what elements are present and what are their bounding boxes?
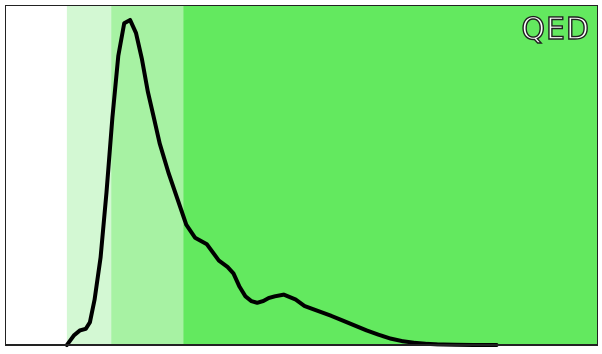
- background-band-1: [6, 6, 67, 345]
- density-curve-line: [64, 18, 499, 347]
- background-band-2: [66, 6, 112, 345]
- background-band-3: [111, 6, 184, 345]
- background-band-4: [183, 6, 598, 345]
- background-bands: [6, 6, 598, 345]
- chart-title: QED: [521, 12, 590, 47]
